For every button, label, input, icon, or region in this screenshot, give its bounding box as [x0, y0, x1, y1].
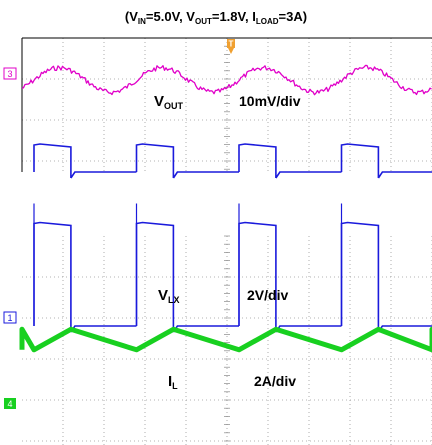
- title-vout-name: V: [186, 9, 195, 24]
- title-vin-value: =5.0V,: [146, 9, 186, 24]
- title-iload-value: =3A): [279, 9, 308, 24]
- title-vout-sub: OUT: [195, 17, 212, 26]
- title-iload-name: I: [252, 9, 256, 24]
- vout-scale-label: 10mV/div: [239, 93, 301, 109]
- title-vin-name: V: [129, 9, 138, 24]
- trigger-marker: T: [227, 39, 235, 54]
- svg-text:1: 1: [7, 313, 12, 323]
- vlx-scale-label: 2V/div: [247, 287, 288, 303]
- svg-text:T: T: [229, 40, 234, 49]
- grid-top: [22, 37, 432, 172]
- scope-panel-bottom: 1 4 VLX 2V/div IL 2A/div: [3, 203, 432, 445]
- grid-bottom: [22, 235, 432, 445]
- channel-3-marker: 3: [3, 67, 17, 80]
- channel-4-marker: 4: [4, 398, 16, 409]
- vout-ripple-trace: [21, 64, 432, 96]
- il-scale-label: 2A/div: [254, 373, 296, 389]
- vout-label: VOUT: [154, 93, 184, 111]
- title-vout-value: =1.8V,: [212, 9, 252, 24]
- vlx-label: VLX: [158, 287, 180, 305]
- svg-text:3: 3: [7, 69, 12, 79]
- channel-1-marker: 1: [3, 311, 17, 324]
- chart-title: (VIN=5.0V, VOUT=1.8V, ILOAD=3A): [125, 9, 307, 26]
- title-iload-sub: LOAD: [256, 17, 279, 26]
- vlx-switch-node-trace: [33, 221, 432, 333]
- svg-text:4: 4: [7, 399, 12, 409]
- vlx-top-panel-trace: [33, 143, 432, 179]
- inductor-current-trace: [19, 326, 432, 353]
- il-label: IL: [168, 373, 178, 391]
- scope-panel-top: T 3 VOUT 10mV/div: [3, 37, 432, 179]
- title-vin-sub: IN: [138, 17, 146, 26]
- title-open-paren: (: [125, 9, 130, 24]
